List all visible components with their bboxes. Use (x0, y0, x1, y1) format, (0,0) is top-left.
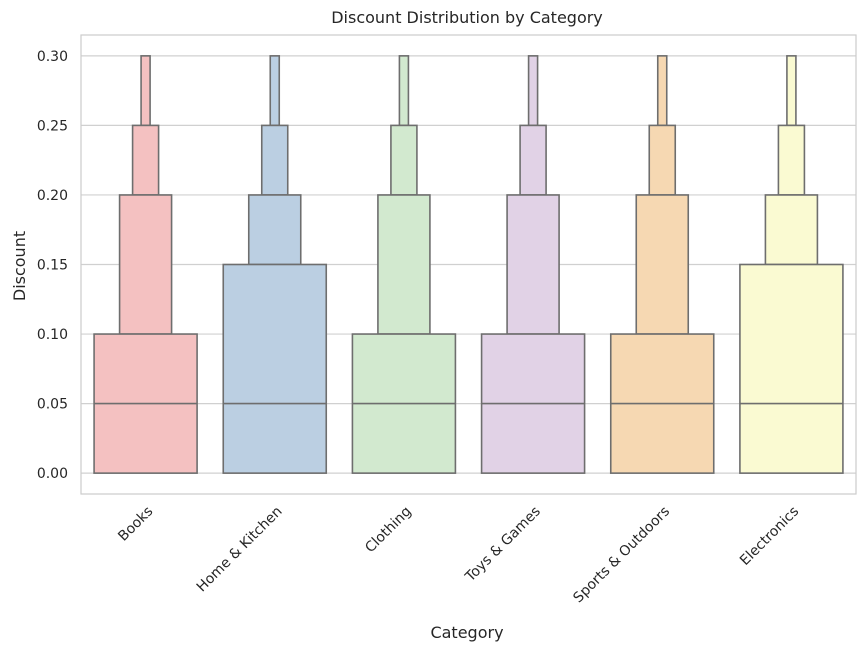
boxen-group (351, 55, 457, 474)
boxen-box (140, 55, 151, 127)
boxen-box (398, 55, 410, 127)
plot-frame (80, 34, 857, 495)
boxen-box (118, 194, 173, 335)
boxen-groups (93, 55, 844, 474)
boxen-group (480, 55, 586, 474)
y-tick-label: 0.20 (37, 188, 68, 204)
boxen-box (527, 55, 539, 127)
boxen-box (131, 124, 160, 196)
y-tick-label: 0.00 (37, 466, 68, 482)
y-tick-label: 0.05 (37, 397, 68, 413)
boxen-box (764, 194, 819, 266)
boxen-group (222, 55, 328, 474)
y-tick-label: 0.15 (37, 258, 68, 274)
boxen-box (656, 55, 668, 127)
boxen-group (93, 55, 198, 474)
chart-title: Discount Distribution by Category (331, 8, 603, 27)
boxen-group (609, 55, 715, 474)
x-axis-ticks: Books Home & Kitchen Clothing Toys & Games S… (115, 504, 802, 607)
boxen-box (519, 124, 547, 196)
x-tick-label: Clothing (362, 504, 415, 557)
boxen-box (635, 194, 690, 335)
x-axis-title: Category (430, 623, 503, 642)
boxen-box (269, 55, 281, 127)
boxen-box (777, 124, 806, 196)
y-axis-title: Discount (10, 231, 29, 301)
y-axis-ticks: 0.00 0.05 0.10 0.15 0.20 0.25 0.30 (37, 49, 68, 482)
x-tick-label: Electronics (737, 504, 802, 569)
y-tick-label: 0.25 (37, 118, 68, 134)
boxen-box (390, 124, 418, 196)
x-tick-label: Sports & Outdoors (570, 504, 673, 607)
boxen-group (739, 55, 844, 474)
boxen-box (739, 263, 844, 474)
y-tick-label: 0.10 (37, 327, 68, 343)
gridlines (81, 55, 856, 474)
x-tick-label: Books (115, 504, 156, 545)
boxen-box (260, 124, 289, 196)
x-tick-label: Toys & Games (462, 504, 544, 586)
boxen-box (648, 124, 677, 196)
x-tick-label: Home & Kitchen (194, 504, 286, 596)
y-tick-label: 0.30 (37, 49, 68, 65)
boxen-box (247, 194, 302, 266)
boxen-box (377, 194, 431, 335)
plot-area (80, 34, 857, 495)
boxen-box (786, 55, 797, 127)
boxen-box (506, 194, 560, 335)
boxen-box (222, 263, 328, 474)
